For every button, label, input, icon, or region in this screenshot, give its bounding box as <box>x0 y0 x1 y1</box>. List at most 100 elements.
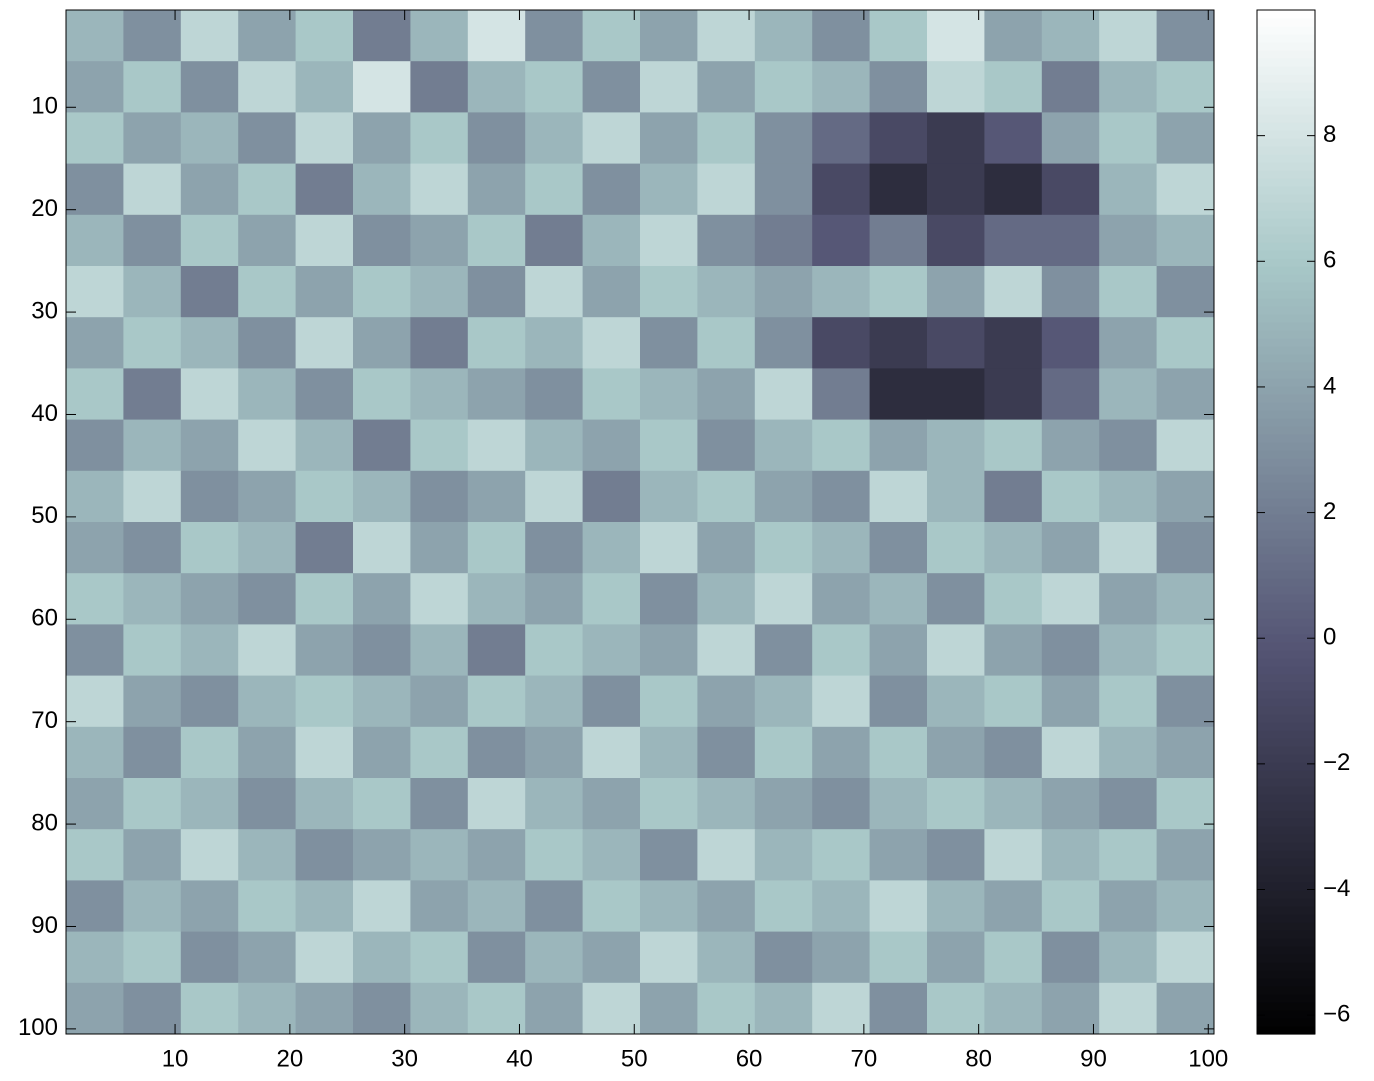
colorbar-band <box>1257 234 1315 243</box>
heatmap-cell <box>755 573 813 625</box>
heatmap-cell <box>1042 829 1100 881</box>
colorbar-band <box>1257 202 1315 211</box>
heatmap-cell <box>181 317 239 369</box>
heatmap-cell <box>870 676 928 728</box>
heatmap-cell <box>755 164 813 216</box>
heatmap-cell <box>66 317 124 369</box>
heatmap-cell <box>123 573 181 625</box>
heatmap-cell <box>296 368 354 420</box>
colorbar-band <box>1257 658 1315 667</box>
colorbar-band <box>1257 1010 1315 1019</box>
heatmap-cell <box>353 368 411 420</box>
heatmap-cell <box>238 112 296 164</box>
heatmap-cell <box>697 164 755 216</box>
heatmap-cell <box>123 215 181 267</box>
heatmap-cell <box>927 727 985 779</box>
heatmap-cell <box>812 932 870 984</box>
heatmap-cell <box>66 112 124 164</box>
heatmap-cell <box>238 10 296 62</box>
colorbar-band <box>1257 626 1315 635</box>
colorbar-band <box>1257 154 1315 163</box>
heatmap-cell <box>238 573 296 625</box>
heatmap-cell <box>296 727 354 779</box>
heatmap-cell <box>870 932 928 984</box>
x-tick-label: 90 <box>1080 1045 1107 1072</box>
heatmap-cell <box>927 10 985 62</box>
heatmap-cell <box>812 317 870 369</box>
heatmap-cell <box>870 778 928 830</box>
y-tick-label: 10 <box>31 93 58 120</box>
heatmap-cell <box>181 522 239 574</box>
heatmap-cell <box>238 880 296 932</box>
heatmap-cell <box>296 420 354 472</box>
heatmap-cell <box>410 932 468 984</box>
colorbar-band <box>1257 610 1315 619</box>
heatmap-cell <box>468 266 526 318</box>
heatmap-cell <box>927 624 985 676</box>
heatmap-cell <box>468 573 526 625</box>
colorbar-band <box>1257 594 1315 603</box>
colorbar-band <box>1257 434 1315 443</box>
heatmap-cell <box>812 215 870 267</box>
colorbar-band <box>1257 82 1315 91</box>
heatmap-cell <box>697 420 755 472</box>
heatmap-cell <box>984 983 1042 1035</box>
heatmap-cell <box>812 420 870 472</box>
heatmap-cell <box>353 164 411 216</box>
colorbar-band <box>1257 418 1315 427</box>
heatmap-cell <box>583 164 641 216</box>
heatmap-cell <box>870 727 928 779</box>
heatmap-cell <box>697 471 755 523</box>
heatmap-cell <box>1157 471 1215 523</box>
heatmap-cell <box>410 368 468 420</box>
heatmap-cell <box>927 368 985 420</box>
heatmap-cell <box>123 317 181 369</box>
colorbar-band <box>1257 642 1315 651</box>
heatmap-cell <box>468 778 526 830</box>
colorbar-band <box>1257 538 1315 547</box>
heatmap-cell <box>296 317 354 369</box>
heatmap-cell <box>812 164 870 216</box>
heatmap-cell <box>1099 573 1157 625</box>
heatmap-cell <box>1099 10 1157 62</box>
colorbar-band <box>1257 634 1315 643</box>
heatmap-cell <box>640 573 698 625</box>
heatmap-cell <box>66 10 124 62</box>
heatmap-cell <box>583 368 641 420</box>
heatmap-cell <box>1042 164 1100 216</box>
heatmap-cell <box>1099 983 1157 1035</box>
colorbar-band <box>1257 514 1315 523</box>
heatmap-cell <box>1099 317 1157 369</box>
colorbar-band <box>1257 946 1315 955</box>
heatmap-cell <box>927 829 985 881</box>
heatmap-cell <box>1042 10 1100 62</box>
heatmap-cell <box>583 573 641 625</box>
colorbar-band <box>1257 394 1315 403</box>
heatmap-cell <box>296 624 354 676</box>
heatmap-cell <box>583 420 641 472</box>
y-tick-label: 40 <box>31 400 58 427</box>
heatmap-cell <box>1099 471 1157 523</box>
heatmap-cell <box>353 420 411 472</box>
heatmap-cell <box>1099 164 1157 216</box>
heatmap-cell <box>238 676 296 728</box>
heatmap-cell <box>123 10 181 62</box>
heatmap-cell <box>755 10 813 62</box>
heatmap-cell <box>697 829 755 881</box>
heatmap-cell <box>640 829 698 881</box>
heatmap-cell <box>812 880 870 932</box>
heatmap-cell <box>66 778 124 830</box>
colorbar-band <box>1257 834 1315 843</box>
heatmap-cell <box>927 983 985 1035</box>
colorbar-band <box>1257 42 1315 51</box>
heatmap-cell <box>468 215 526 267</box>
heatmap-cell <box>1157 522 1215 574</box>
heatmap-cell <box>583 317 641 369</box>
colorbar-band <box>1257 714 1315 723</box>
heatmap-cell <box>525 266 583 318</box>
colorbar-band <box>1257 898 1315 907</box>
colorbar-band <box>1257 106 1315 115</box>
y-tick-label: 60 <box>31 605 58 632</box>
heatmap-cell <box>296 10 354 62</box>
heatmap-cell <box>66 727 124 779</box>
